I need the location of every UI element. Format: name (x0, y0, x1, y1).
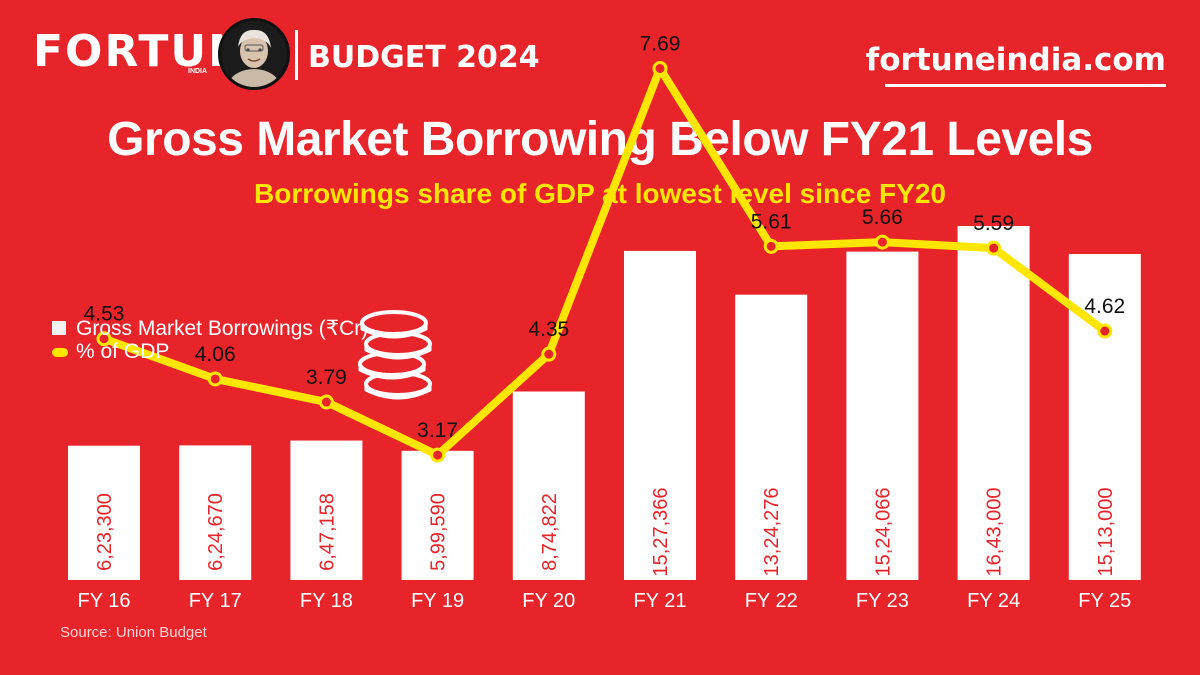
bar-value-label: 15,13,000 (1095, 488, 1117, 577)
x-tick-label: FY 18 (300, 590, 353, 612)
gdp-share-line (100, 64, 1109, 460)
bar-value-label: 6,47,158 (316, 493, 338, 571)
bar-fy21 (624, 250, 696, 581)
bar-fy24 (957, 226, 1030, 580)
gdp-value-label: 7.69 (640, 32, 681, 55)
x-tick-label: FY 17 (189, 590, 242, 612)
x-tick-label: FY 20 (522, 590, 575, 612)
legend-swatch-bar (52, 321, 66, 335)
site-url[interactable]: fortuneindia.com (865, 42, 1166, 78)
x-tick-label: FY 22 (745, 590, 798, 612)
header: FORTUNE INDIA BUDGET 2024 fortuneindia.c… (0, 0, 1200, 100)
bar-value-label: 16,43,000 (984, 488, 1006, 577)
gdp-value-label: 4.62 (1084, 295, 1125, 318)
bar-value-label: 15,24,066 (872, 488, 894, 577)
gdp-point (96, 331, 112, 347)
chart-title: Gross Market Borrowing Below FY21 Levels (107, 113, 1093, 166)
bar-fy18 (290, 440, 363, 580)
x-tick-label: FY 16 (78, 590, 131, 612)
gdp-value-label: 4.35 (528, 318, 569, 341)
bar-fy20 (512, 391, 585, 580)
gdp-value-label: 4.53 (84, 303, 125, 326)
legend-label-borrowings: Gross Market Borrowings (₹Cr) (76, 316, 369, 340)
bar-value-label: 8,74,822 (539, 493, 561, 571)
gdp-point (1097, 323, 1113, 339)
x-tick-label: FY 23 (856, 590, 909, 612)
gdp-point (430, 447, 446, 463)
legend-item-gdp: % of GDP (52, 340, 368, 364)
x-tick-label: FY 21 (634, 590, 687, 612)
gdp-point (874, 234, 890, 250)
legend-item-borrowings: Gross Market Borrowings (₹Cr) (52, 316, 368, 340)
gdp-point (541, 346, 557, 362)
x-tick-label: FY 25 (1078, 590, 1131, 612)
header-divider (295, 30, 298, 80)
gdp-value-label: 5.66 (862, 206, 903, 229)
bar-value-label: 15,27,366 (650, 488, 672, 577)
brand-sub-label: INDIA (188, 68, 208, 75)
gdp-point (763, 238, 779, 254)
bar-fy17 (179, 445, 252, 580)
gdp-point (318, 394, 334, 410)
bar-fy22 (735, 294, 808, 580)
gdp-value-label: 3.79 (306, 366, 347, 389)
x-tick-label: FY 24 (967, 590, 1020, 612)
gdp-point (207, 371, 223, 387)
bar-value-label: 6,23,300 (94, 493, 116, 571)
bar-value-label: 13,24,276 (761, 488, 783, 577)
chart-subtitle: Borrowings share of GDP at lowest level … (254, 178, 946, 209)
legend-swatch-line (52, 347, 68, 357)
chart-legend: Gross Market Borrowings (₹Cr) % of GDP (52, 316, 368, 364)
bar-fy19 (401, 450, 474, 580)
bar-fy16 (68, 445, 140, 580)
avatar-portrait (218, 18, 290, 90)
gdp-value-label: 5.59 (973, 212, 1014, 235)
legend-label-gdp: % of GDP (76, 340, 170, 363)
bar-fy23 (846, 251, 919, 580)
gdp-point (986, 240, 1002, 256)
bar-value-label: 6,24,670 (205, 493, 227, 571)
gdp-value-label: 4.06 (195, 343, 236, 366)
edition-label: BUDGET 2024 (308, 40, 540, 75)
source-note: Source: Union Budget (60, 624, 207, 641)
gdp-point (652, 60, 668, 76)
gdp-value-label: 5.61 (751, 210, 792, 233)
coin-stack-icon (358, 310, 432, 400)
x-tick-label: FY 19 (411, 590, 464, 612)
site-underline (885, 84, 1166, 87)
gdp-value-label: 3.17 (417, 419, 458, 442)
bar-value-label: 5,99,590 (428, 493, 450, 571)
